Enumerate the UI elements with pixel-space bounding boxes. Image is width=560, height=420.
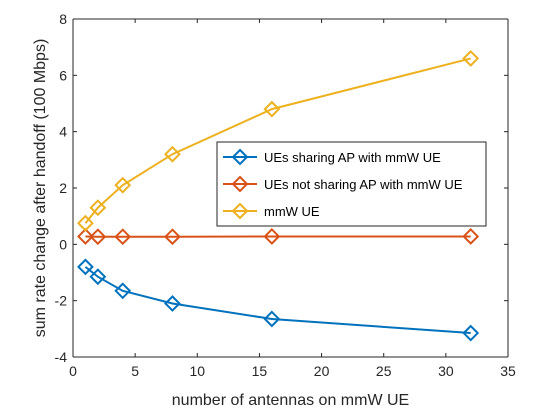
- data-point: [462, 324, 480, 342]
- series-1: [77, 258, 480, 342]
- series-line: [84, 57, 471, 224]
- legend-item: UEs sharing AP with mmW UE: [223, 148, 441, 166]
- y-axis-label: sum rate change after handoff (100 Mbps): [32, 39, 49, 338]
- y-tick-label: 2: [59, 180, 67, 196]
- legend-marker: [231, 175, 249, 193]
- legend-label: UEs not sharing AP with mmW UE: [264, 177, 463, 192]
- series-2: [77, 228, 480, 246]
- data-point: [89, 199, 107, 217]
- series-line: [84, 266, 471, 335]
- legend-label: UEs sharing AP with mmW UE: [264, 150, 441, 165]
- data-point: [164, 145, 181, 163]
- x-tick-label: 20: [314, 363, 330, 379]
- legend-box: [216, 141, 487, 227]
- data-point: [164, 228, 181, 246]
- x-tick-label: 5: [131, 363, 139, 379]
- data-point: [77, 228, 94, 245]
- data-point: [462, 50, 480, 67]
- data-point: [77, 214, 94, 232]
- legend-marker: [231, 202, 249, 220]
- x-tick-label: 0: [69, 363, 77, 379]
- y-tick-label: 6: [59, 67, 67, 83]
- legend-item: mmW UE: [223, 202, 320, 220]
- data-point: [114, 228, 132, 246]
- x-tick-label: 15: [252, 363, 268, 379]
- y-tick-label: 8: [59, 11, 67, 27]
- x-axis-label: number of antennas on mmW UE: [172, 392, 409, 409]
- data-point: [462, 228, 480, 245]
- data-point: [263, 100, 281, 118]
- legend: UEs sharing AP with mmW UE UEs not sharin…: [216, 141, 487, 227]
- legend-item: UEs not sharing AP with mmW UE: [223, 175, 463, 193]
- data-point: [114, 282, 132, 300]
- data-point: [164, 295, 181, 312]
- data-point: [114, 176, 132, 194]
- data-point: [263, 310, 281, 328]
- data-point: [77, 258, 94, 276]
- series-layer: [77, 50, 480, 342]
- x-tick-label: 10: [189, 363, 205, 379]
- axes: 0 5 10 15 20 25 30 35 -4 -2 0 2 4 6 8: [55, 11, 516, 379]
- y-tick-label: 0: [59, 236, 67, 252]
- data-point: [89, 268, 107, 286]
- series-3: [77, 50, 480, 232]
- y-tick-label: -4: [55, 349, 68, 365]
- y-tick-label: 4: [59, 124, 67, 140]
- x-tick-label: 35: [500, 363, 516, 379]
- data-point: [89, 228, 107, 246]
- y-tick-label: -2: [55, 293, 68, 309]
- legend-label: mmW UE: [264, 204, 320, 219]
- x-tick-label: 25: [376, 363, 392, 379]
- legend-marker: [231, 148, 249, 166]
- data-point: [263, 228, 281, 245]
- x-tick-label: 30: [438, 363, 454, 379]
